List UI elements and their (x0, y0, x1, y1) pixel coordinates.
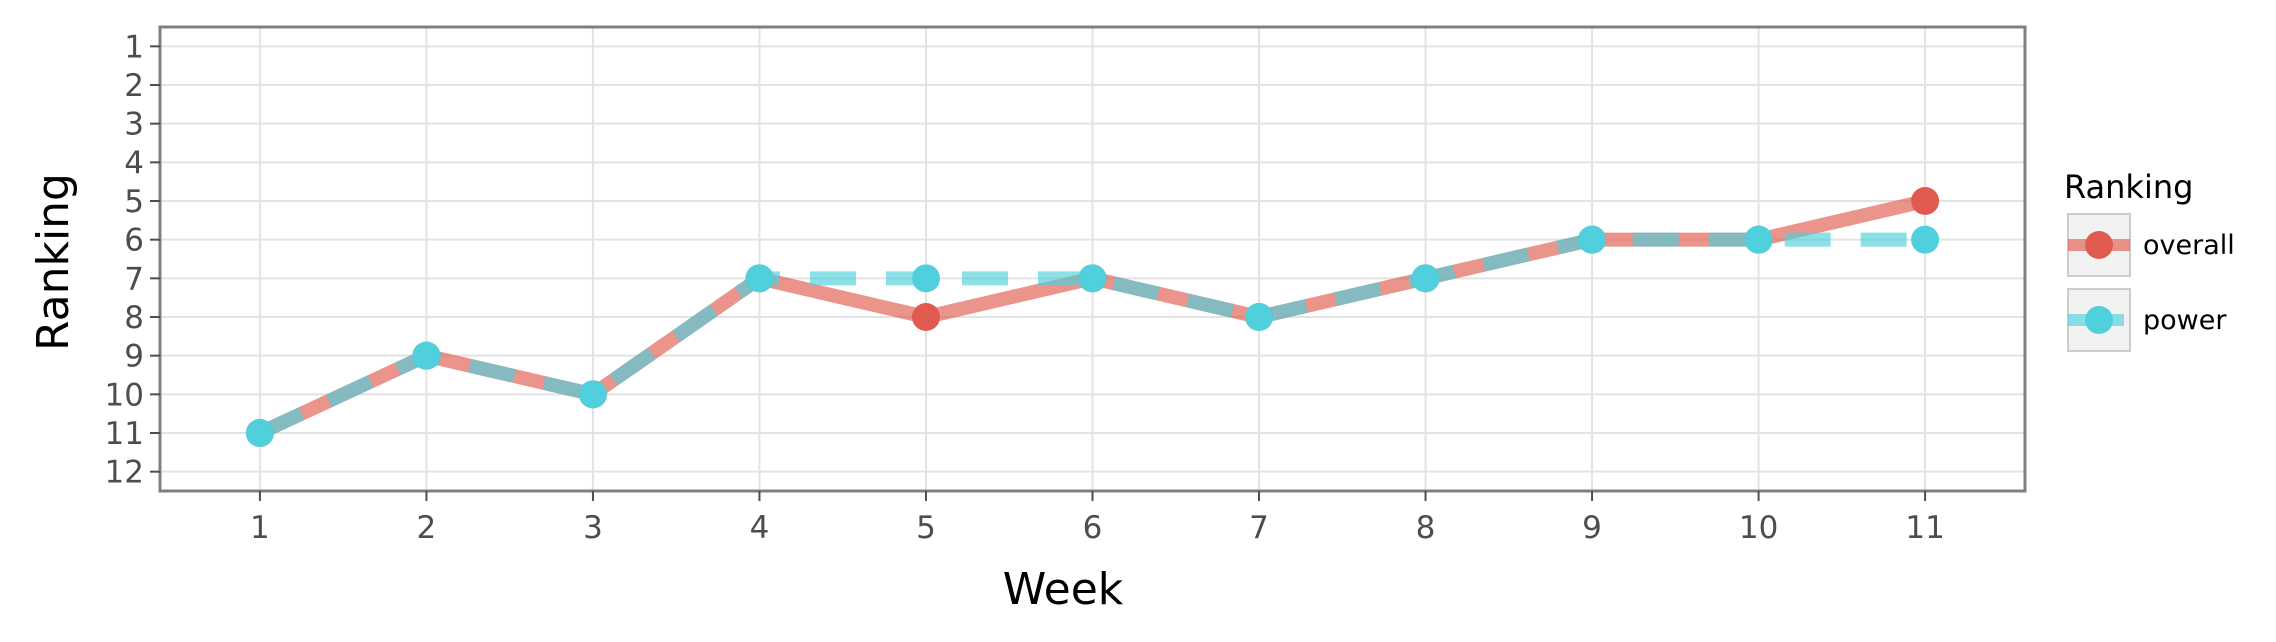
y-tick-label: 6 (124, 223, 144, 259)
point-power (1411, 264, 1440, 293)
point-power (911, 264, 940, 293)
legend-item-power: power (2067, 288, 2227, 352)
legend-item-overall: overall (2067, 213, 2235, 277)
x-tick-label: 4 (750, 510, 770, 546)
y-tick-label: 3 (124, 107, 144, 143)
x-tick-label: 6 (1083, 510, 1103, 546)
y-tick-label: 10 (105, 377, 144, 413)
y-tick-label: 8 (124, 300, 144, 336)
x-tick-label: 10 (1739, 510, 1778, 546)
axis-ticks (150, 45, 1927, 501)
y-tick-label: 11 (105, 416, 144, 452)
y-tick-label: 7 (124, 261, 144, 297)
legend-label-overall: overall (2143, 230, 2235, 261)
point-power (1078, 264, 1107, 293)
x-tick-label: 8 (1416, 510, 1436, 546)
point-overall (1911, 187, 1940, 215)
point-power (578, 380, 607, 409)
y-tick-label: 9 (124, 339, 144, 375)
x-tick-label: 3 (583, 510, 603, 546)
point-overall (911, 303, 940, 331)
point-power (1911, 225, 1940, 254)
x-tick-labels: 1 2 3 4 5 6 7 8 9 10 11 (250, 510, 1945, 546)
grid-lines (160, 27, 2025, 491)
x-axis-title: Week (1003, 564, 1124, 615)
y-tick-label: 12 (105, 455, 144, 491)
point-power (1744, 225, 1773, 254)
x-tick-label: 11 (1905, 510, 1944, 546)
y-tick-label: 1 (124, 29, 144, 65)
point-power (1245, 303, 1274, 331)
legend-label-power: power (2143, 305, 2227, 336)
x-tick-label: 7 (1249, 510, 1269, 546)
point-power (745, 264, 774, 293)
legend: Ranking overall power (2064, 168, 2235, 352)
legend-title: Ranking (2064, 168, 2193, 206)
point-power (412, 341, 441, 370)
x-tick-label: 1 (250, 510, 270, 546)
x-tick-label: 9 (1582, 510, 1602, 546)
point-power (245, 419, 274, 447)
y-tick-label: 4 (124, 145, 144, 181)
y-tick-label: 2 (124, 68, 144, 104)
x-tick-label: 5 (916, 510, 936, 546)
series-line-power (256, 232, 1926, 440)
y-axis-title: Ranking (28, 173, 79, 351)
point-power (1578, 225, 1607, 254)
x-tick-label: 2 (417, 510, 437, 546)
y-tick-label: 5 (124, 184, 144, 220)
data-points (245, 187, 1940, 447)
legend-dot-overall (2085, 231, 2113, 259)
legend-dot-power (2085, 306, 2113, 334)
